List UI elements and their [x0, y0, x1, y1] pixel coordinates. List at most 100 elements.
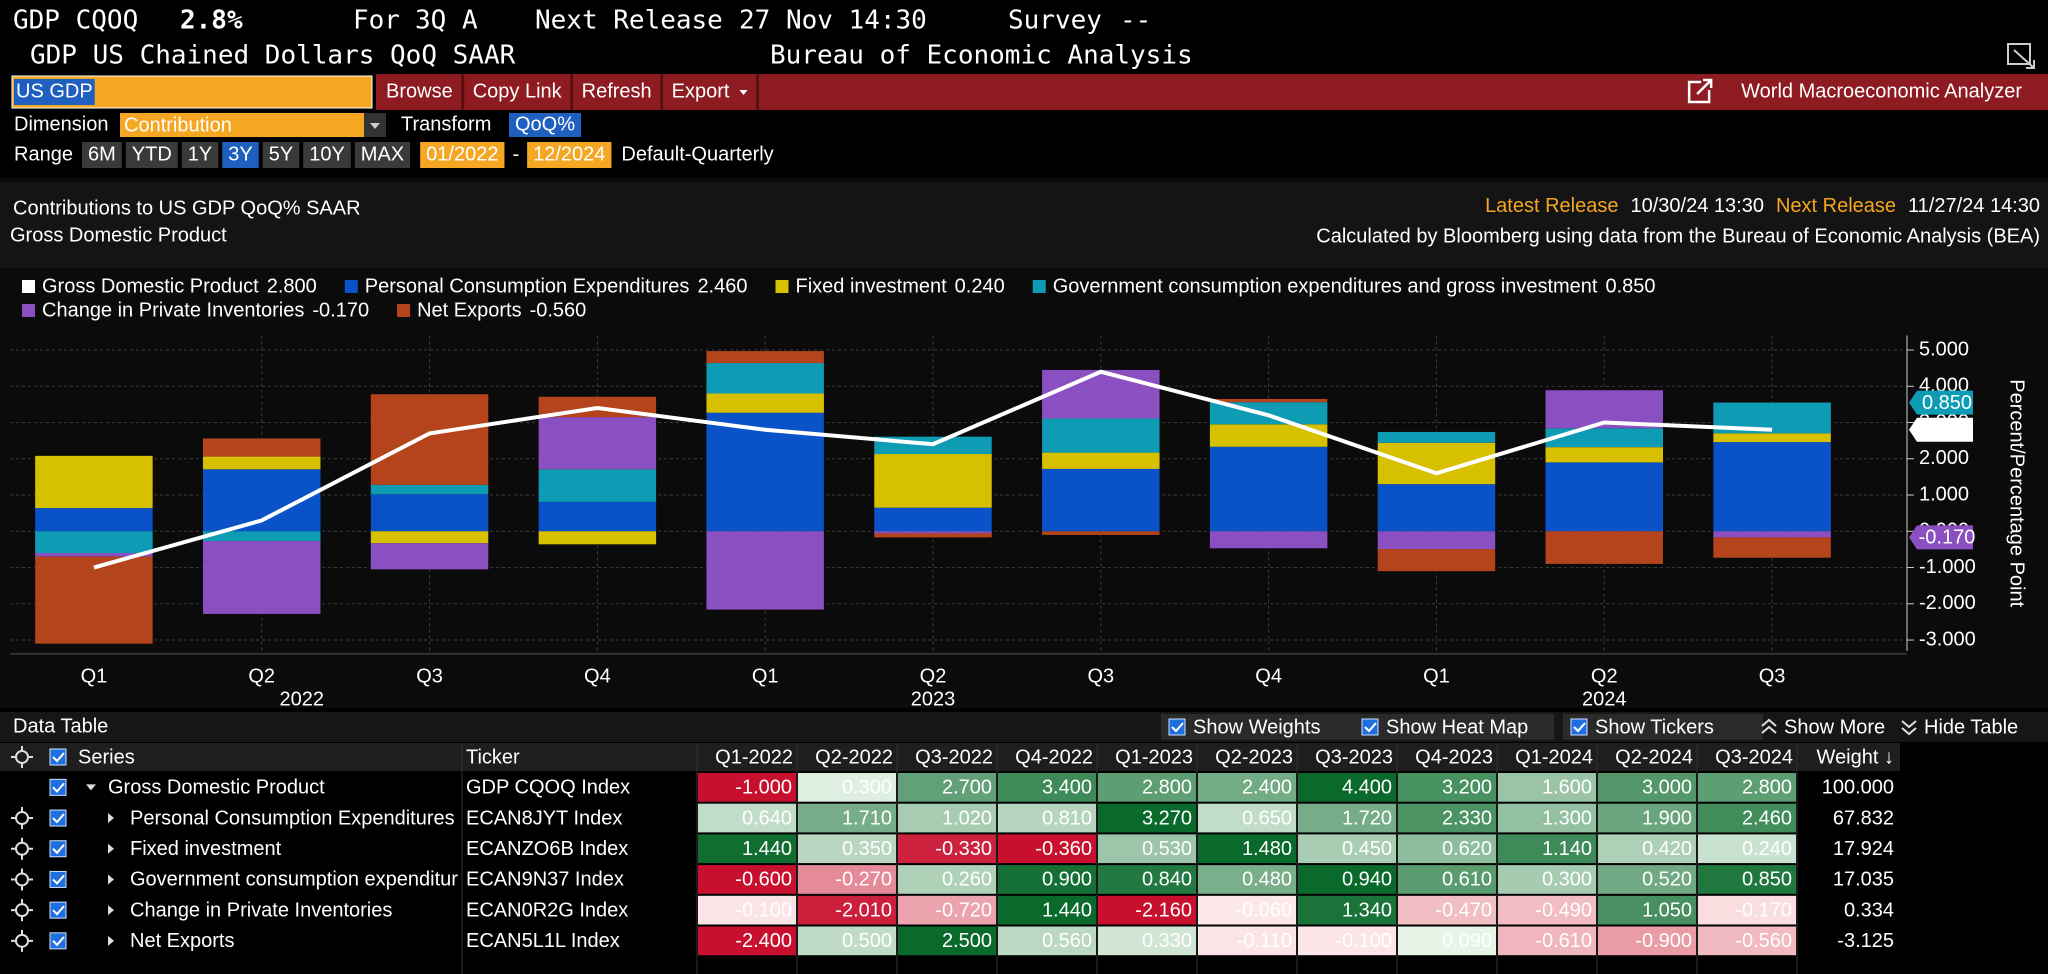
- checkmark[interactable]: [1573, 722, 1586, 733]
- toolbar-button[interactable]: Refresh: [582, 80, 652, 102]
- row-weight: 17.924: [1833, 838, 1894, 860]
- heat-cell: [898, 865, 996, 894]
- crosshair-lines[interactable]: [11, 807, 33, 830]
- option-bg[interactable]: [1354, 714, 1554, 740]
- checkmark[interactable]: [52, 813, 65, 824]
- range-button[interactable]: 3Y: [228, 143, 252, 165]
- checkbox[interactable]: [49, 840, 67, 858]
- hide-table[interactable]: Hide Table: [1924, 716, 2018, 738]
- range-button[interactable]: YTD: [132, 143, 172, 165]
- option-label[interactable]: Show Tickers: [1595, 716, 1714, 738]
- expand-arrow[interactable]: [108, 905, 114, 916]
- checkmark[interactable]: [52, 844, 65, 855]
- bar-segment: [1042, 418, 1160, 453]
- y-tick-label: 5.000: [1919, 338, 1969, 360]
- table-option[interactable]: Show Tickers: [1563, 714, 1763, 740]
- transform-box[interactable]: [509, 113, 582, 137]
- option-label[interactable]: Show Weights: [1193, 716, 1320, 738]
- checkmark[interactable]: [1171, 722, 1184, 733]
- x-tick-label: Q2: [248, 665, 275, 687]
- toolbar-button[interactable]: Export: [672, 80, 730, 102]
- crosshair-lines[interactable]: [11, 746, 33, 768]
- collapse-arrow[interactable]: [86, 784, 96, 791]
- range-button[interactable]: MAX: [361, 143, 404, 165]
- crosshair-lines[interactable]: [11, 837, 33, 860]
- range-button-bg[interactable]: [82, 142, 122, 168]
- checkbox[interactable]: [1168, 718, 1186, 736]
- range-button[interactable]: 6M: [88, 143, 116, 165]
- checkbox[interactable]: [1570, 718, 1588, 736]
- heat-cell: [1498, 895, 1596, 925]
- toolbar-button[interactable]: Browse: [386, 80, 453, 102]
- expand-arrow[interactable]: [108, 874, 114, 885]
- checkbox[interactable]: [49, 870, 67, 888]
- checkbox[interactable]: [49, 748, 67, 766]
- table-option[interactable]: Show Heat Map: [1354, 714, 1554, 740]
- search-text[interactable]: US GDP: [16, 80, 93, 102]
- crosshair-lines[interactable]: [11, 929, 33, 952]
- x-year-label: 2022: [279, 688, 324, 710]
- checkmark[interactable]: [52, 782, 65, 793]
- crosshair-lines[interactable]: [11, 899, 33, 922]
- app-title[interactable]: World Macroeconomic Analyzer: [1741, 80, 2022, 102]
- range-button-bg[interactable]: [181, 142, 219, 168]
- dimension-value[interactable]: Contribution: [124, 114, 232, 136]
- range-button-bg[interactable]: [222, 142, 259, 168]
- range-button-bg[interactable]: [262, 142, 300, 168]
- bar-segment: [202, 541, 321, 614]
- col-series: Series: [78, 746, 135, 768]
- expand-arrow[interactable]: [108, 813, 114, 824]
- legend-entry: Gross Domestic Product 2.800: [22, 275, 317, 297]
- popout-frame[interactable]: [2007, 43, 2031, 65]
- range-button[interactable]: 1Y: [188, 143, 212, 165]
- search-selection: [14, 79, 95, 105]
- checkbox[interactable]: [49, 809, 67, 827]
- option-bg[interactable]: [1161, 714, 1361, 740]
- show-more-icon[interactable]: [1761, 718, 1777, 734]
- expand-arrow[interactable]: [108, 935, 114, 946]
- start-date[interactable]: 01/2022: [426, 143, 498, 165]
- range-button-bg[interactable]: [125, 142, 178, 168]
- col-period: Q1-2024: [1515, 746, 1593, 768]
- legend-swatch: [344, 280, 358, 293]
- transform-value[interactable]: QoQ%: [515, 113, 575, 135]
- range-button[interactable]: 10Y: [309, 143, 345, 165]
- checkmark[interactable]: [52, 752, 65, 763]
- popout-icon[interactable]: [2007, 43, 2035, 69]
- last-value: 2.8%: [180, 6, 243, 36]
- table-option[interactable]: Show Weights: [1161, 714, 1361, 740]
- crosshair-lines[interactable]: [11, 868, 33, 891]
- cell-value: 0.900: [1042, 869, 1092, 891]
- dimension-dropdown[interactable]: [120, 113, 386, 137]
- ticker: GDP CQOQ: [13, 6, 138, 36]
- option-bg[interactable]: [1563, 714, 1763, 740]
- heat-cell: [798, 895, 896, 925]
- col-period: Q4-2023: [1415, 746, 1493, 768]
- range-button[interactable]: 5Y: [269, 143, 293, 165]
- cell-value: 1.720: [1342, 807, 1392, 829]
- end-date-box[interactable]: [527, 142, 612, 168]
- checkbox[interactable]: [49, 778, 67, 796]
- start-date-box[interactable]: [420, 142, 505, 168]
- cell-value: 1.440: [1042, 899, 1092, 921]
- checkmark[interactable]: [1364, 722, 1377, 733]
- cell-value: -0.110: [1237, 930, 1292, 952]
- checkbox[interactable]: [1361, 718, 1379, 736]
- toolbar-button[interactable]: Copy Link: [473, 80, 563, 102]
- checkbox[interactable]: [49, 901, 67, 919]
- range-button-bg[interactable]: [303, 142, 351, 168]
- range-button-bg[interactable]: [354, 142, 411, 168]
- end-date[interactable]: 12/2024: [533, 143, 605, 165]
- show-more[interactable]: Show More: [1784, 716, 1885, 738]
- legend-value: -0.170: [312, 299, 369, 321]
- launch-icon[interactable]: [1687, 78, 1713, 104]
- hide-table-icon[interactable]: [1901, 720, 1917, 736]
- checkmark[interactable]: [52, 936, 65, 947]
- option-label[interactable]: Show Heat Map: [1386, 716, 1528, 738]
- expand-arrow[interactable]: [108, 843, 114, 854]
- checkmark[interactable]: [52, 874, 65, 885]
- checkbox[interactable]: [49, 932, 67, 950]
- popout-arrow[interactable]: [2013, 49, 2035, 69]
- checkmark[interactable]: [52, 905, 65, 916]
- bar-segment: [706, 351, 824, 364]
